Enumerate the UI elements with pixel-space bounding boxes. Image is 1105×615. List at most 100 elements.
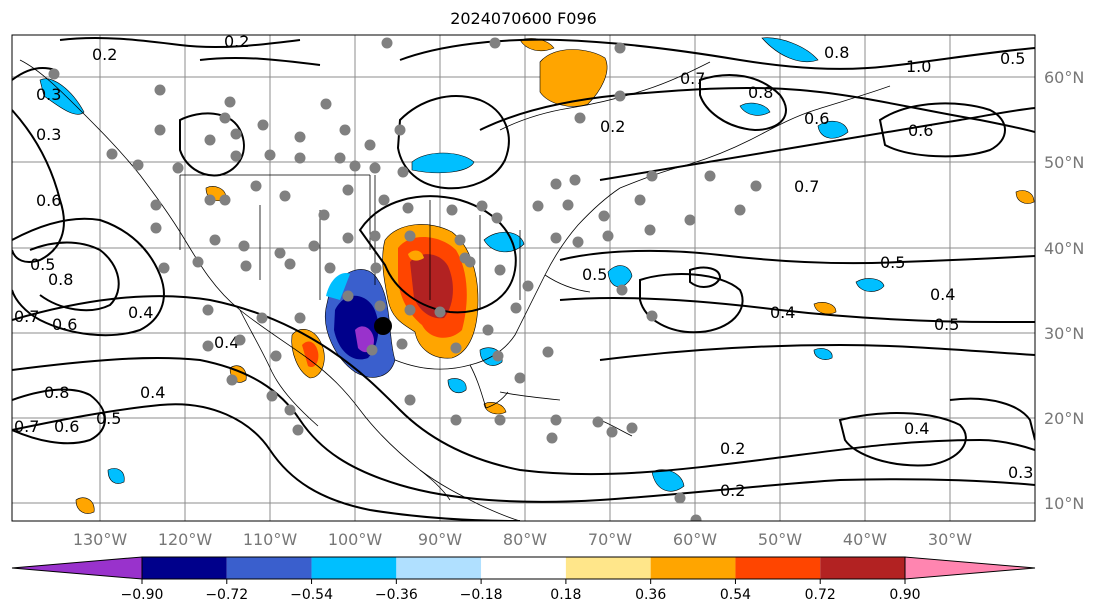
station-dot	[704, 170, 716, 182]
station-dot	[238, 240, 250, 252]
negative-anomaly-fringe	[326, 272, 350, 300]
station-dot	[366, 344, 378, 356]
station-dot	[510, 302, 522, 314]
station-dot	[279, 190, 291, 202]
station-dot	[154, 84, 166, 96]
contour-label: 0.8	[48, 270, 73, 289]
station-dot	[132, 159, 144, 171]
negative-anomaly-east-pacific	[107, 468, 125, 484]
contour-label: 0.8	[748, 83, 773, 102]
colorbar-tick-label: 0.90	[889, 587, 920, 603]
longitude-label: 120°W	[158, 530, 213, 549]
station-dot	[284, 258, 296, 270]
colorbar-segment	[820, 557, 905, 579]
station-dot	[150, 199, 162, 211]
station-dot	[514, 372, 526, 384]
contour-label: 0.4	[140, 383, 165, 402]
station-dot	[572, 236, 584, 248]
longitude-label: 50°W	[758, 530, 802, 549]
contour-label: 0.4	[128, 303, 153, 322]
colorbar-segment	[396, 557, 482, 579]
station-dot	[192, 256, 204, 268]
positive-anomaly-bay-of-campeche	[408, 250, 424, 261]
contour-label: 0.4	[930, 285, 955, 304]
station-dot	[644, 224, 656, 236]
station-dot	[492, 350, 504, 362]
colorbar-segment	[735, 557, 821, 579]
station-dot	[606, 426, 618, 438]
colorbar-tick-label: −0.72	[205, 587, 248, 603]
station-dot	[150, 222, 162, 234]
station-dot	[404, 304, 416, 316]
station-dot	[106, 148, 118, 160]
latitude-label: 30°N	[1044, 324, 1084, 343]
station-dot	[158, 262, 170, 274]
station-dot	[270, 350, 282, 362]
station-dot	[209, 234, 221, 246]
positive-anomaly-cuba	[483, 402, 507, 415]
longitude-label: 100°W	[328, 530, 383, 549]
station-dot	[257, 119, 269, 131]
station-dot	[274, 247, 286, 259]
shaded-anomalies	[39, 37, 1035, 514]
longitude-label: 40°W	[843, 530, 887, 549]
colorbar-segment	[226, 557, 312, 579]
station-dot	[334, 152, 346, 164]
latitude-label: 60°N	[1044, 68, 1084, 87]
station-dot	[602, 230, 614, 242]
negative-anomaly-great-lakes	[411, 152, 475, 174]
station-dot	[172, 162, 184, 174]
station-dot	[154, 124, 166, 136]
station-dot	[381, 37, 393, 49]
station-dot	[204, 134, 216, 146]
negative-anomaly-gulf-stream	[739, 102, 771, 116]
station-dot	[434, 306, 446, 318]
station-dot	[550, 232, 562, 244]
contour-label: 0.7	[14, 307, 39, 326]
station-dot	[219, 112, 231, 124]
colorbar-arrow-high	[904, 556, 1036, 580]
station-dot	[674, 492, 686, 504]
contour-labels: 0.2 0.2 0.3 0.3 0.4 0.4 0.4 0.4 0.4 0.5 …	[14, 35, 1033, 500]
colorbar-frame	[141, 556, 906, 580]
contour-label: 0.5	[880, 253, 905, 272]
station-dot	[364, 139, 376, 151]
colorbar-tick-label: −0.54	[290, 587, 333, 603]
station-dot	[369, 230, 381, 242]
colorbar-arrow-low	[11, 556, 143, 580]
station-dot	[250, 180, 262, 192]
station-dot	[684, 214, 696, 226]
colorbar-ticks: −0.90 −0.72 −0.54 −0.36 −0.18 0.18 0.36 0.54 0.7…	[121, 579, 921, 603]
positive-anomaly-west-mexico-core	[302, 341, 319, 368]
latitude-label: 20°N	[1044, 409, 1084, 428]
negative-anomaly-labrador-sea	[817, 120, 849, 139]
colorbar	[11, 556, 1036, 580]
longitude-label: 70°W	[588, 530, 632, 549]
station-dot	[494, 264, 506, 276]
contour-label: 0.8	[44, 383, 69, 402]
station-dot	[292, 424, 304, 436]
station-dot	[734, 204, 746, 216]
station-dot	[562, 199, 574, 211]
station-dot	[219, 194, 231, 206]
station-dot	[264, 149, 276, 161]
colorbar-tick-label: −0.36	[375, 587, 418, 603]
station-dot	[616, 284, 628, 296]
station-dot	[614, 42, 626, 54]
negative-anomaly-atlantic	[607, 265, 633, 288]
station-dot	[369, 162, 381, 174]
negative-anomaly-mid-atlantic	[855, 278, 885, 292]
contour-label: 0.5	[96, 409, 121, 428]
station-markers	[48, 37, 762, 521]
longitude-label: 60°W	[673, 530, 717, 549]
station-dot	[550, 414, 562, 426]
station-dot	[569, 174, 581, 186]
station-dot	[626, 422, 638, 434]
colorbar-tick-label: −0.90	[121, 587, 164, 603]
station-dot	[324, 262, 336, 274]
colorbar-tick-label: 0.54	[720, 587, 751, 603]
station-dot	[476, 200, 488, 212]
station-dot	[522, 280, 534, 292]
colorbar-segment	[481, 557, 566, 579]
